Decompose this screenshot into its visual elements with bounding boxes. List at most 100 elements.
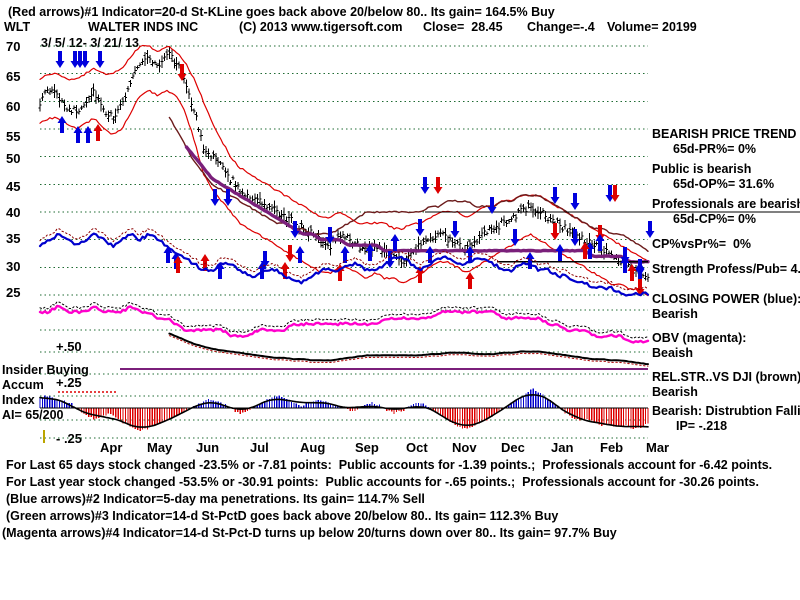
professionals-sentiment-value: 65d-CP%= 0% [673, 212, 757, 226]
footer-line-lastyear: For Last year stock changed -53.5% or -3… [6, 475, 759, 489]
buy-arrow-up-icon [525, 252, 535, 269]
month-label-jul: Jul [250, 440, 269, 455]
buy-arrow-up-icon [580, 242, 590, 259]
sell-arrow-down-icon [550, 187, 560, 204]
month-label-may: May [147, 440, 173, 455]
company-name: WALTER INDS INC [88, 20, 199, 34]
price-tick-50: 50 [6, 151, 21, 166]
buy-arrow-up-icon [627, 264, 637, 281]
sell-arrow-down-icon [95, 51, 105, 68]
rel-strength-dotted-overlay [168, 335, 649, 367]
distribution-status-panel: Bearish: Distrubtion Falling IP= -.218 [652, 405, 800, 439]
sell-arrow-down-icon [223, 189, 233, 206]
sell-arrow-down-icon [177, 64, 187, 81]
price-tick-35: 35 [6, 231, 21, 246]
close-price: Close= 28.45 [423, 20, 503, 34]
price-tick-45: 45 [6, 179, 21, 194]
month-label-dec: Dec [501, 440, 525, 455]
public-sentiment-title: Public is bearish [652, 162, 752, 176]
obv-line [38, 304, 650, 344]
volume: Volume= 20199 [607, 20, 697, 34]
price-tick-30: 30 [6, 259, 21, 274]
buy-arrow-up-icon [425, 246, 435, 263]
label-insider-buying: Insider Buying [2, 363, 89, 377]
right-info-panel: BEARISH PRICE TREND 65d-PR%= 0% Public i… [652, 125, 800, 425]
indicator-tick-plus-50: +.50 [56, 339, 82, 354]
label-ai-value: AI= 65/200 [2, 408, 64, 422]
sell-arrow-down-icon [510, 229, 520, 246]
obv-title: OBV (magenta): [652, 331, 747, 345]
ticker-symbol: WLT [4, 20, 31, 34]
rel-str-value: Bearish [652, 385, 698, 399]
buy-arrow-up-icon [200, 254, 210, 271]
buy-arrow-up-icon [340, 246, 350, 263]
upper-band-line [39, 44, 649, 263]
distribution-status-line2: IP= -.218 [676, 419, 728, 433]
month-label-aug: Aug [300, 440, 326, 455]
rel-str-title: REL.STR..VS DJI (brown) [652, 370, 800, 384]
sell-arrow-down-icon [260, 251, 270, 268]
sell-arrow-down-icon [570, 193, 580, 210]
sell-arrow-down-icon [635, 279, 645, 296]
buy-arrow-up-icon [163, 246, 173, 263]
accumulation-smoothed-line [39, 393, 649, 428]
buy-arrow-up-icon [73, 126, 83, 143]
buy-arrow-up-icon [595, 234, 605, 251]
footer-line-indicator3: (Green arrows)#3 Indicator=14-d St-PctD … [6, 509, 559, 523]
buy-arrow-up-icon [635, 262, 645, 279]
label-accum: Accum [2, 378, 44, 392]
sell-arrow-down-icon [415, 219, 425, 236]
moving-average-line [184, 145, 650, 264]
buy-arrow-up-icon [465, 246, 475, 263]
price-tick-55: 55 [6, 129, 21, 144]
buy-arrow-up-icon [93, 124, 103, 141]
strength-profess-pub-value: Strength Profess/Pub= 4.0 [652, 262, 800, 276]
rel-strength-lower-line [168, 332, 649, 366]
obv-value: Beaish [652, 346, 693, 360]
month-label-nov: Nov [452, 440, 477, 455]
month-label-jun: Jun [196, 440, 220, 455]
footer-line-indicator2: (Blue arrows)#2 Indicator=5-day ma penet… [6, 492, 425, 506]
price-tick-70: 70 [6, 39, 21, 54]
price-tick-25: 25 [6, 285, 21, 300]
sell-arrow-down-icon [290, 221, 300, 238]
footer-line-65days: For Last 65 days stock changed -23.5% or… [6, 458, 773, 472]
sell-arrow-down-icon [80, 51, 90, 68]
sell-arrow-down-icon [610, 185, 620, 202]
cp-vs-pr-value: CP%vsPr%= 0% [652, 237, 752, 251]
price-tick-65: 65 [6, 69, 21, 84]
bearish-price-trend-title: BEARISH PRICE TREND [652, 127, 797, 141]
sell-arrow-down-icon [550, 223, 560, 240]
price-tick-40: 40 [6, 205, 21, 220]
professionals-sentiment-title: Professionals are bearish [652, 197, 800, 211]
closing-power-value: Bearish [652, 307, 698, 321]
month-label-jan: Jan [551, 440, 574, 455]
sell-arrow-down-icon [645, 221, 655, 238]
obv-dotted-overlay [39, 301, 649, 339]
month-label-feb: Feb [600, 440, 624, 455]
month-label-mar: Mar [646, 440, 670, 455]
price-change: Change=-.4 [527, 20, 595, 34]
distribution-status-line1: Bearish: Distrubtion Falling [652, 405, 800, 418]
buy-arrow-up-icon [390, 234, 400, 251]
price-tick-60: 60 [6, 99, 21, 114]
buy-arrow-up-icon [365, 244, 375, 261]
sell-arrow-down-icon [420, 177, 430, 194]
sell-arrow-down-icon [55, 51, 65, 68]
closing-power-dotted-overlay [39, 227, 649, 291]
buy-arrow-up-icon [280, 262, 290, 279]
copyright-notice: (C) 2013 www.tigersoft.com [239, 20, 403, 34]
closing-power-title: CLOSING POWER (blue): [652, 292, 800, 306]
month-label-oct: Oct [406, 440, 428, 455]
indicator-1-legend: (Red arrows)#1 Indicator=20-d St-KLine g… [8, 5, 555, 19]
sell-arrow-down-icon [325, 227, 335, 244]
buy-arrow-up-icon [295, 246, 305, 263]
footer-line-indicator4: (Magenta arrows)#4 Indicator=14-d St-Pct… [2, 526, 617, 540]
price-bars [38, 46, 650, 282]
buy-arrow-up-icon [620, 256, 630, 273]
indicator-tick-plus-25: +.25 [56, 375, 82, 390]
buy-arrow-up-icon [83, 126, 93, 143]
sell-arrow-down-icon [433, 177, 443, 194]
sell-arrow-down-icon [285, 245, 295, 262]
